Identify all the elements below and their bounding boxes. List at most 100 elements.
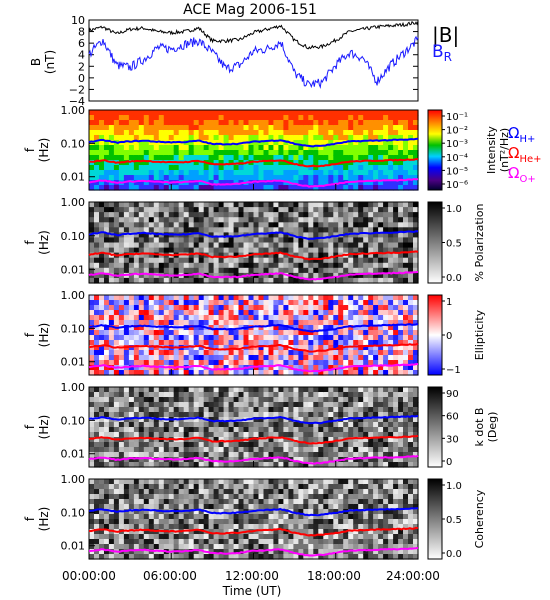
spectrogram-cell [413, 262, 419, 269]
spectrogram-cell [108, 305, 115, 311]
spectrogram-cell [273, 257, 279, 264]
spectrogram-cell [398, 392, 404, 398]
spectrogram-cell [138, 432, 145, 438]
spectrogram-cell [408, 217, 414, 223]
spectrogram-cell [178, 427, 185, 433]
spectrogram-cell [193, 165, 200, 171]
spectrogram-cell [173, 217, 180, 223]
spectrogram-cell [273, 155, 279, 161]
spectrogram-cell [343, 247, 349, 254]
spectrogram-cell [233, 277, 240, 284]
spectrogram-cell [313, 437, 319, 443]
spectrogram-cell [108, 145, 115, 151]
spectrogram-cell [198, 222, 205, 228]
spectrogram-cell [113, 222, 120, 228]
spectrogram-cell [168, 217, 175, 223]
spectrogram-cell [94, 554, 100, 560]
spectrogram-cell [278, 277, 284, 284]
spectrogram-cell [368, 350, 374, 356]
spectrogram-cell [99, 479, 105, 485]
spectrogram-cell [353, 272, 359, 279]
spectrogram-cell [228, 355, 235, 361]
spectrogram-cell [248, 422, 255, 428]
spectrogram-cell [133, 202, 140, 208]
spectrogram-cell [143, 539, 150, 545]
spectrogram-cell [99, 175, 105, 181]
colorbar-tick-label: 0 [446, 457, 452, 468]
spectrogram-cell [193, 554, 200, 560]
spectrogram-cell [228, 330, 235, 336]
spectrogram-cell [388, 180, 394, 186]
spectrogram-cell [278, 355, 284, 361]
spectrogram-cell [143, 484, 150, 490]
spectrogram-cell [258, 355, 265, 361]
spectrogram-cell [348, 155, 354, 161]
spectrogram-cell [183, 504, 190, 510]
spectrogram-cell [203, 202, 210, 208]
spectrogram-cell [253, 120, 260, 126]
spectrogram-cell [223, 534, 230, 540]
spectrogram-cell [94, 135, 100, 141]
spectrogram-cell [403, 392, 409, 398]
spectrogram-cell [233, 165, 240, 171]
spectrogram-cell [238, 402, 245, 408]
spectrogram-cell [89, 175, 95, 181]
spectrogram-cell [123, 442, 130, 448]
spectrogram-cell [218, 514, 225, 520]
spectrogram-cell [308, 407, 314, 413]
spectrogram-cell [288, 217, 294, 223]
spectrogram-cell [368, 402, 374, 408]
spectrogram-cell [198, 180, 205, 186]
spectrogram-cell [378, 135, 384, 141]
spectrogram-cell [99, 392, 105, 398]
spectrogram-cell [183, 252, 190, 259]
spectrogram-cell [133, 457, 140, 463]
spectrogram-cell [308, 350, 314, 356]
spectrogram-cell [298, 417, 304, 423]
spectrogram-cell [318, 325, 324, 331]
spectrogram-cell [233, 252, 240, 259]
spectrogram-cell [293, 202, 299, 208]
spectrogram-cell [99, 387, 105, 393]
spectrogram-cell [318, 417, 324, 423]
spectrogram-cell [89, 300, 95, 306]
spectrogram-cell [173, 452, 180, 458]
spectrogram-cell [268, 120, 275, 126]
spectrogram-cell [283, 457, 289, 463]
spectrogram-cell [94, 437, 100, 443]
spectrogram-cell [198, 295, 205, 301]
spectrogram-cell [278, 387, 284, 393]
spectrogram-cell [288, 110, 294, 116]
spectrogram-cell [333, 340, 339, 346]
spectrogram-cell [353, 252, 359, 259]
spectrogram-cell [368, 320, 374, 326]
spectrogram-cell [283, 300, 289, 306]
spectrogram-cell [258, 549, 265, 555]
spectrogram-cell [133, 330, 140, 336]
spectrogram-cell [213, 422, 220, 428]
spectrogram-cell [238, 539, 245, 545]
spectrogram-cell [143, 145, 150, 151]
spectrogram-cell [348, 217, 354, 223]
spectrogram-cell [368, 417, 374, 423]
spectrogram-cell [293, 335, 299, 341]
spectrogram-cell [343, 170, 349, 176]
spectrogram-cell [223, 457, 230, 463]
spectrogram-cell [198, 484, 205, 490]
spectrogram-cell [318, 397, 324, 403]
spectrogram-cell [228, 310, 235, 316]
spectrogram-cell [373, 145, 379, 151]
spectrogram-cell [104, 402, 110, 408]
spectrogram-cell [123, 257, 130, 264]
spectrogram-cell [363, 462, 369, 468]
spectrogram-cell [353, 227, 359, 233]
spectrogram-cell [368, 300, 374, 306]
spectrogram-cell [133, 539, 140, 545]
spectrogram-cell [188, 305, 195, 311]
spectrogram-cell [128, 185, 135, 191]
spectrogram-cell [353, 262, 359, 269]
spectrogram-cell [104, 529, 110, 535]
spectrogram-cell [358, 160, 364, 166]
spectrogram-cell [128, 479, 135, 485]
spectrogram-cell [198, 422, 205, 428]
